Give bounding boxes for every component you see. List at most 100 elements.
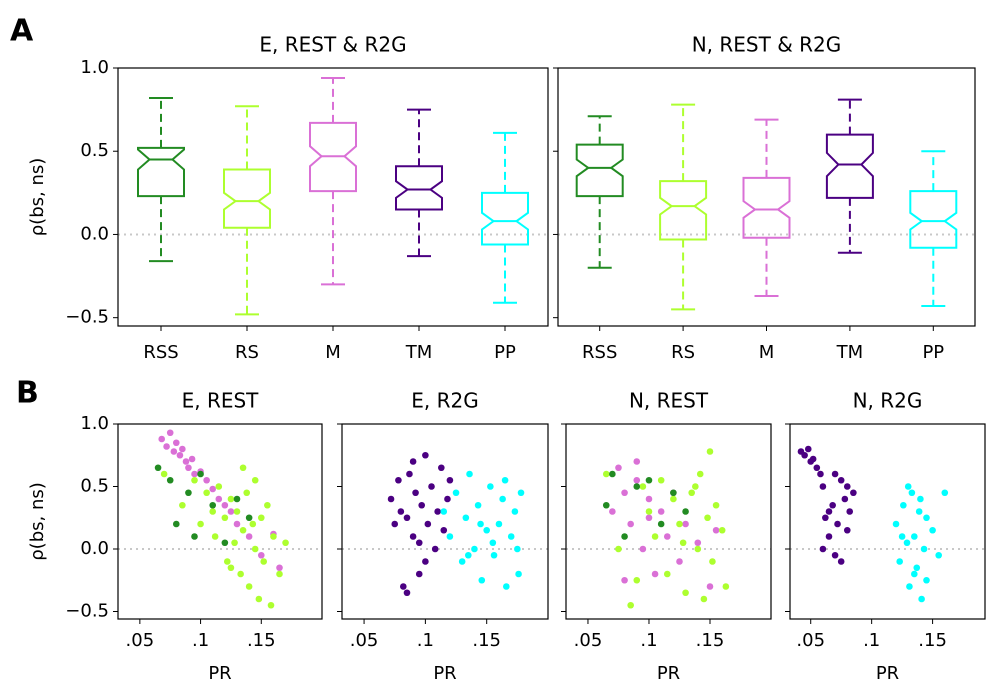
scatter-point	[172, 520, 180, 528]
scatter-point	[633, 476, 641, 484]
scatter-point	[243, 489, 251, 497]
scatter-point	[478, 576, 486, 584]
scatter-point	[267, 601, 275, 609]
scatter-point	[257, 514, 265, 522]
scatter-point	[424, 520, 432, 528]
axes-frame	[117, 423, 323, 620]
scatter-point	[645, 508, 653, 515]
scatter-point	[825, 508, 833, 515]
scatter-point	[403, 589, 411, 597]
notched-box	[137, 146, 185, 198]
x-tick-label: TM	[836, 342, 864, 363]
axes-frame	[789, 423, 986, 620]
scatter-point	[170, 448, 178, 455]
scatter-point	[282, 539, 289, 547]
scatter-point	[692, 483, 699, 490]
x-axis-label: PR	[433, 663, 456, 683]
scatter-point	[507, 533, 515, 540]
scatter-point	[188, 455, 196, 463]
scatter-point	[233, 520, 241, 528]
scatter-point	[179, 445, 186, 453]
scatter-point	[822, 514, 829, 522]
scatter-point	[215, 495, 223, 503]
scatter-point	[239, 464, 247, 472]
scatter-point	[438, 464, 445, 472]
scatter-point	[908, 489, 916, 497]
scatter-point	[182, 458, 190, 465]
scatter-point	[409, 458, 417, 465]
scatter-point	[395, 476, 402, 484]
scatter-point	[227, 508, 235, 515]
notched-box	[742, 176, 791, 239]
x-tick-label: .1	[192, 630, 209, 651]
scatter-point	[676, 520, 683, 528]
scatter-point	[831, 551, 839, 559]
scatter-point	[633, 483, 641, 490]
scatter-point	[464, 551, 472, 559]
scatter-point	[471, 545, 478, 553]
scatter-point	[900, 501, 907, 509]
scatter-point	[602, 501, 610, 509]
scatter-point	[706, 448, 714, 455]
scatter-point	[846, 508, 854, 515]
scatter-point	[440, 526, 448, 534]
scatter-point	[911, 533, 918, 540]
notched-box	[223, 168, 271, 229]
scatter-point	[633, 576, 641, 584]
scatter-point	[233, 495, 241, 503]
scatter-point	[639, 483, 647, 490]
scatter-point	[166, 429, 174, 437]
scatter-point	[657, 476, 665, 484]
axes-frame	[117, 67, 549, 327]
scatter-point	[215, 483, 223, 490]
scatter-point	[158, 435, 166, 443]
scatter-point	[483, 526, 490, 534]
scatter-point	[834, 520, 841, 528]
scatter-point	[801, 451, 808, 459]
scatter-point	[231, 539, 238, 547]
scatter-point	[458, 558, 466, 565]
scatter-point	[517, 489, 525, 497]
scatter-point	[163, 443, 170, 450]
panel-letter: B	[16, 376, 39, 411]
scatter-point	[515, 570, 522, 578]
scatter-point	[166, 476, 174, 484]
notched-box	[481, 191, 529, 246]
scatter-point	[722, 583, 730, 590]
y-tick-label: −0.5	[65, 601, 109, 622]
scatter-point	[929, 526, 936, 534]
scatter-point	[694, 539, 702, 547]
scatter-point	[913, 564, 921, 572]
scatter-point	[260, 558, 268, 565]
scatter-point	[627, 601, 634, 609]
scatter-point	[837, 476, 845, 484]
notched-box	[659, 180, 708, 241]
scatter-point	[422, 558, 429, 565]
scatter-point	[387, 495, 395, 503]
scatter-point	[501, 476, 509, 484]
scatter-point	[477, 520, 484, 528]
scatter-point	[270, 533, 277, 540]
scatter-point	[813, 464, 821, 472]
scatter-point	[495, 520, 503, 528]
scatter-point	[154, 464, 162, 472]
scatter-point	[639, 545, 647, 553]
x-tick-label: M	[325, 342, 341, 363]
scatter-point	[203, 476, 210, 484]
scatter-point	[191, 470, 198, 478]
scatter-point	[179, 501, 186, 509]
x-axis-label: PR	[208, 663, 231, 683]
scatter-point	[621, 576, 628, 584]
panel-title: E, REST & R2G	[259, 33, 406, 57]
notched-box	[395, 165, 443, 211]
scatter-point	[227, 495, 235, 503]
scatter-point	[490, 551, 498, 559]
scatter-point	[841, 495, 849, 503]
scatter-point	[446, 533, 454, 540]
x-tick-label: .15	[247, 630, 276, 651]
scatter-point	[712, 526, 720, 534]
panel-title: N, R2G	[853, 389, 923, 413]
scatter-point	[682, 589, 689, 597]
scatter-point	[160, 470, 168, 478]
scatter-point	[670, 489, 677, 497]
